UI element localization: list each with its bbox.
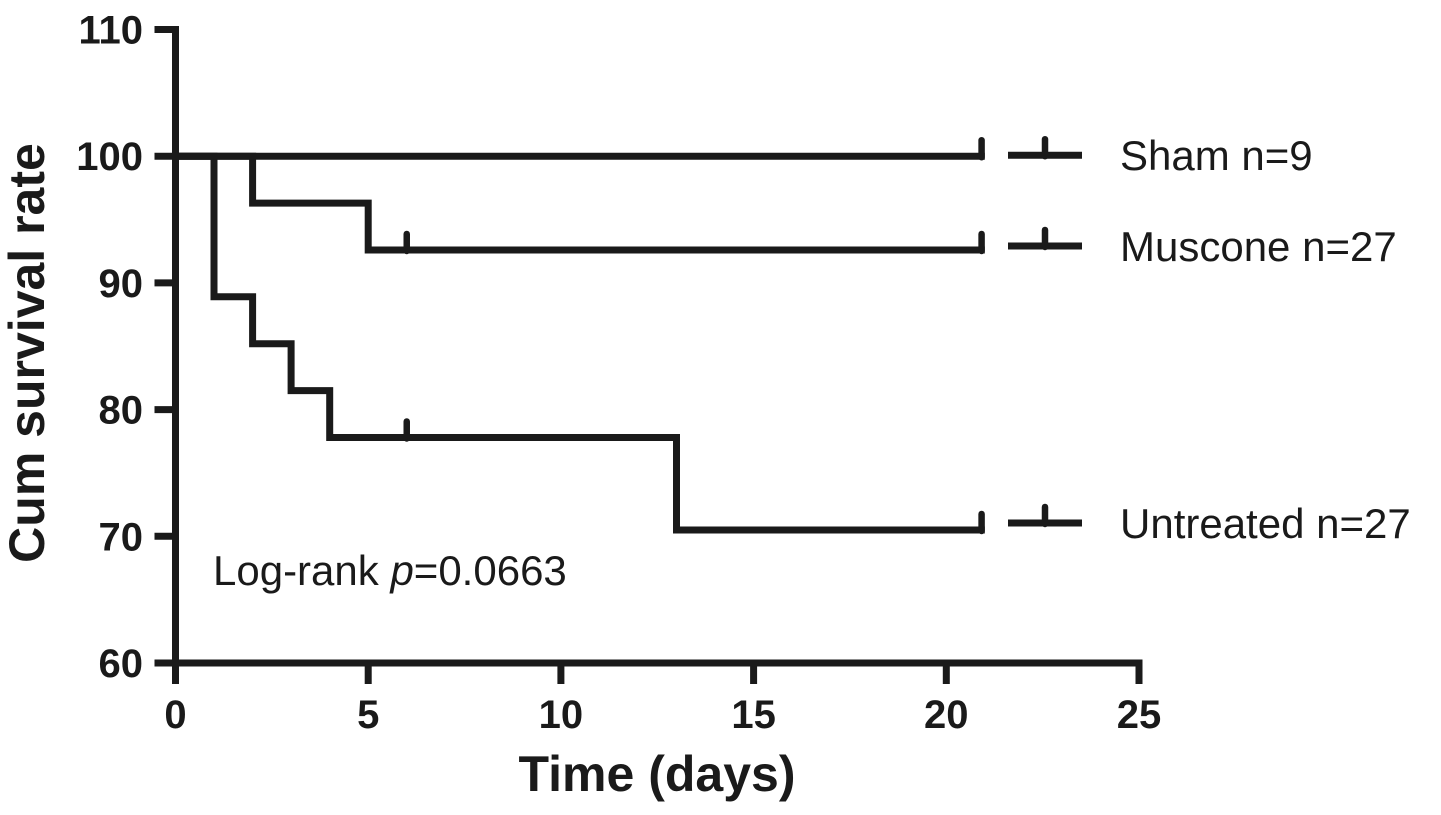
axes: 60 70 80 90 100 110 0 5 10 15 20 25 bbox=[76, 9, 1161, 738]
y-tick-label: 70 bbox=[99, 515, 144, 559]
y-tick-label: 100 bbox=[76, 135, 143, 179]
x-tick-label: 0 bbox=[164, 693, 186, 737]
legend-label: Sham n=9 bbox=[1120, 132, 1313, 179]
legend: Sham n=9 Muscone n=27 Untreated n=27 bbox=[1008, 132, 1411, 547]
survival-curve-muscone bbox=[175, 152, 985, 254]
survival-curve-untreated bbox=[175, 152, 985, 534]
x-tick-label: 20 bbox=[924, 693, 969, 737]
survival-curves bbox=[175, 136, 985, 535]
legend-label: Muscone n=27 bbox=[1120, 223, 1397, 270]
y-tick-label: 110 bbox=[78, 9, 143, 53]
annotation-suffix: =0.0663 bbox=[414, 547, 567, 594]
x-tick-label: 15 bbox=[731, 693, 776, 737]
y-axis-title: Cum survival rate bbox=[0, 143, 55, 563]
legend-entry-sham: Sham n=9 bbox=[1008, 132, 1313, 179]
y-tick-label: 90 bbox=[99, 262, 144, 306]
x-axis-title: Time (days) bbox=[519, 746, 796, 802]
annotation-p-italic: p bbox=[388, 547, 413, 594]
y-tick-label: 80 bbox=[99, 389, 144, 433]
legend-label: Untreated n=27 bbox=[1120, 500, 1411, 547]
legend-entry-untreated: Untreated n=27 bbox=[1008, 500, 1411, 547]
annotation-prefix: Log-rank bbox=[213, 547, 390, 594]
y-tick-label: 60 bbox=[99, 642, 144, 686]
legend-entry-muscone: Muscone n=27 bbox=[1008, 223, 1397, 270]
x-tick-label: 10 bbox=[539, 693, 584, 737]
logrank-annotation: Log-rank p=0.0663 bbox=[213, 547, 567, 594]
x-tick-label: 25 bbox=[1117, 693, 1162, 737]
x-tick-label: 5 bbox=[357, 693, 379, 737]
